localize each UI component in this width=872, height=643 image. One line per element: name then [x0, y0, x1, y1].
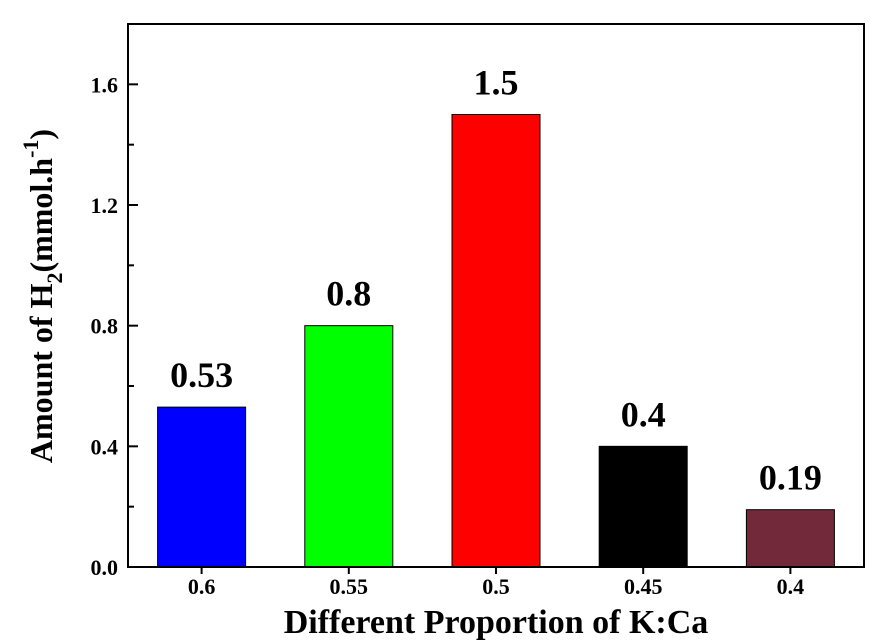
- y-axis-title-close-paren: ): [23, 129, 59, 140]
- x-axis: 0.6 0.55 0.5 0.45 0.4: [188, 567, 804, 599]
- y-axis-title-superscript: -1: [18, 140, 43, 158]
- svg-text:Amount of H2(mmol.h-1): Amount of H2(mmol.h-1): [18, 129, 67, 463]
- y-tick-label: 0.4: [91, 434, 119, 459]
- data-label: 0.4: [621, 394, 666, 434]
- plot-border: [127, 23, 865, 568]
- data-label: 1.5: [474, 63, 519, 103]
- bar: [598, 445, 688, 568]
- y-axis-title: Amount of H2(mmol.h-1): [18, 129, 67, 463]
- y-tick-label: 1.6: [91, 72, 119, 97]
- x-tick-label: 0.6: [188, 574, 216, 599]
- y-axis-title-subscript: 2: [42, 273, 67, 284]
- y-tick-label: 0.8: [91, 314, 119, 339]
- x-tick-label: 0.55: [330, 574, 369, 599]
- y-tick-label: 1.2: [91, 193, 119, 218]
- data-labels-group: 0.53 0.8 1.5 0.4 0.19: [170, 63, 822, 498]
- data-label: 0.8: [326, 274, 371, 314]
- y-tick-label: 0.0: [91, 555, 119, 580]
- x-axis-title: Different Proportion of K:Ca: [284, 604, 709, 641]
- x-tick-label: 0.45: [624, 574, 663, 599]
- x-tick-label: 0.4: [777, 574, 805, 599]
- bar: [451, 114, 541, 568]
- bar: [157, 406, 247, 568]
- bars-group: [157, 114, 835, 568]
- bar: [304, 325, 394, 568]
- data-label: 0.53: [170, 355, 233, 395]
- bar: [745, 509, 835, 568]
- data-label: 0.19: [759, 458, 822, 498]
- y-axis: 0.0 0.4 0.8 1.2 1.6: [91, 72, 138, 580]
- y-axis-title-unit: (mmol.h: [23, 158, 59, 273]
- x-tick-label: 0.5: [482, 574, 510, 599]
- y-axis-title-prefix: Amount of H: [23, 283, 59, 463]
